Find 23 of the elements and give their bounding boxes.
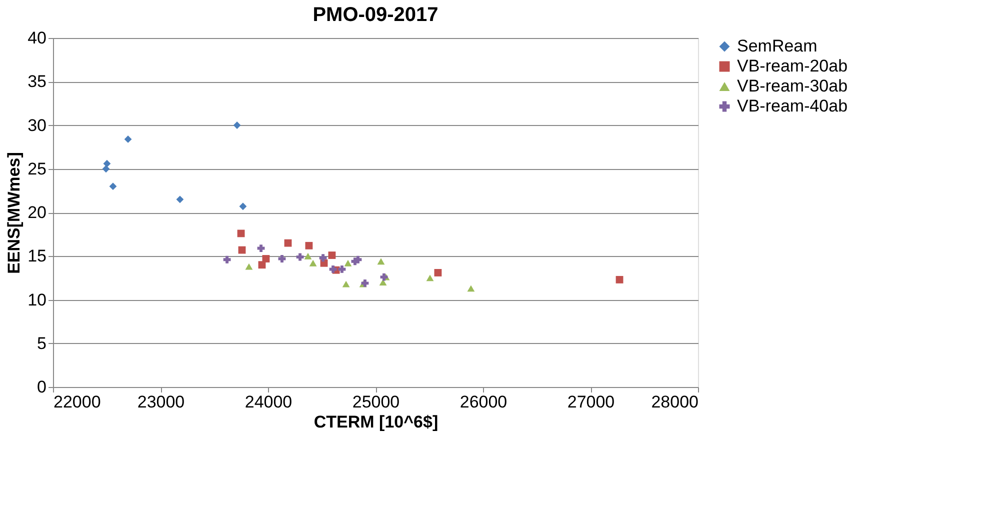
legend-label: SemReam [737, 36, 818, 56]
y-axis-title: EENS[MWmes] [4, 152, 24, 274]
x-tick-label: 25000 [352, 392, 400, 412]
y-tick-label: 0 [37, 378, 46, 396]
y-tick-label: 20 [28, 203, 46, 222]
x-tick-label: 24000 [244, 392, 292, 412]
y-tick-label: 5 [37, 334, 46, 353]
y-tick-label: 15 [28, 246, 46, 266]
y-tick-label: 40 [28, 28, 46, 48]
y-tick-label: 30 [28, 116, 46, 135]
y-tick-label: 10 [28, 290, 46, 310]
y-tick-label: 25 [28, 159, 46, 178]
x-axis-title: CTERM [10^6$] [314, 412, 438, 432]
y-tick-label: 35 [28, 72, 46, 92]
x-tick-label: 27000 [567, 392, 615, 412]
legend-label: VB-ream-20ab [737, 56, 848, 76]
x-tick-label: 28000 [651, 392, 698, 412]
legend-label: VB-ream-30ab [737, 76, 848, 96]
x-tick-label: 22000 [54, 392, 101, 412]
x-tick-label: 23000 [137, 392, 185, 412]
x-tick-label: 26000 [460, 392, 508, 412]
chart-title: PMO-09-2017 [312, 4, 438, 26]
legend-label: VB-ream-40ab [737, 96, 848, 116]
